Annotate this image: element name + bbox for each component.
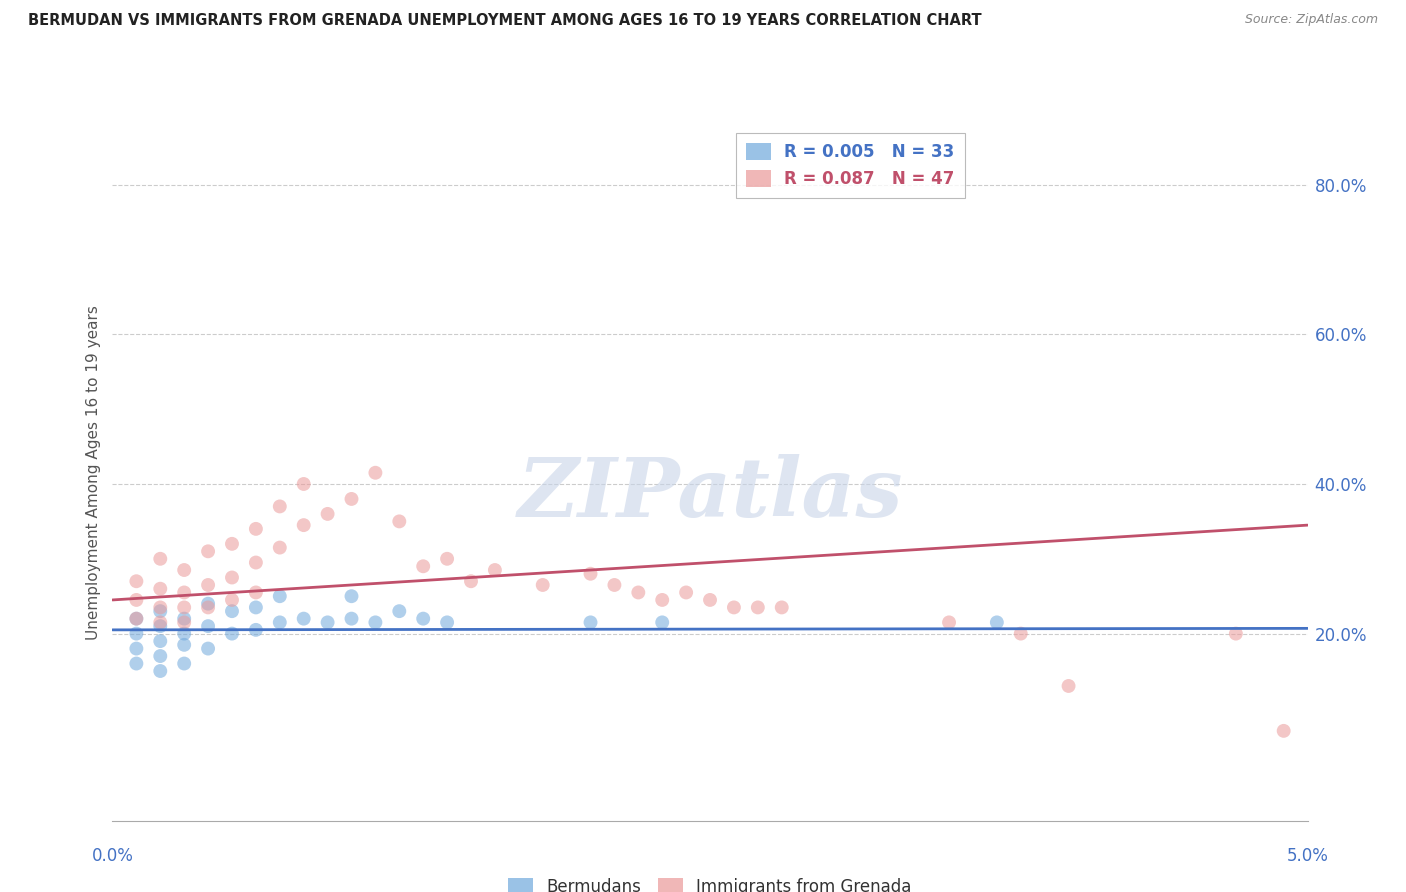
Point [292,612,315,626]
Point [1057,679,1080,693]
Point [269,615,291,630]
Point [173,657,195,671]
Point [221,604,243,618]
Point [125,657,148,671]
Point [125,574,148,589]
Point [269,541,291,555]
Point [699,593,721,607]
Point [149,551,172,566]
Point [173,563,195,577]
Point [221,593,243,607]
Point [173,600,195,615]
Point [173,612,195,626]
Point [531,578,554,592]
Point [747,600,769,615]
Point [603,578,626,592]
Point [173,626,195,640]
Point [1225,626,1247,640]
Point [316,507,339,521]
Point [197,600,219,615]
Point [149,648,172,663]
Point [579,615,602,630]
Point [651,593,673,607]
Point [388,604,411,618]
Point [173,615,195,630]
Point [245,556,267,570]
Point [149,582,172,596]
Point [436,615,458,630]
Text: Source: ZipAtlas.com: Source: ZipAtlas.com [1244,13,1378,27]
Point [197,578,219,592]
Point [173,585,195,599]
Point [197,641,219,656]
Point [364,615,387,630]
Point [484,563,506,577]
Point [125,626,148,640]
Text: ZIPatlas: ZIPatlas [517,454,903,533]
Point [292,518,315,533]
Point [340,589,363,603]
Point [245,600,267,615]
Point [197,597,219,611]
Point [292,477,315,491]
Point [412,612,434,626]
Point [245,623,267,637]
Point [340,612,363,626]
Point [245,585,267,599]
Text: 0.0%: 0.0% [91,847,134,865]
Point [412,559,434,574]
Point [723,600,745,615]
Point [675,585,697,599]
Point [173,638,195,652]
Point [269,500,291,514]
Point [125,612,148,626]
Y-axis label: Unemployment Among Ages 16 to 19 years: Unemployment Among Ages 16 to 19 years [86,305,101,640]
Text: BERMUDAN VS IMMIGRANTS FROM GRENADA UNEMPLOYMENT AMONG AGES 16 TO 19 YEARS CORRE: BERMUDAN VS IMMIGRANTS FROM GRENADA UNEM… [28,13,981,29]
Point [149,615,172,630]
Point [316,615,339,630]
Point [197,619,219,633]
Point [269,589,291,603]
Point [221,570,243,584]
Point [579,566,602,581]
Point [245,522,267,536]
Point [125,612,148,626]
Point [770,600,793,615]
Legend: Bermudans, Immigrants from Grenada: Bermudans, Immigrants from Grenada [502,871,918,892]
Point [388,515,411,529]
Point [221,537,243,551]
Point [364,466,387,480]
Point [986,615,1008,630]
Point [197,544,219,558]
Point [460,574,482,589]
Point [1272,723,1295,738]
Point [149,619,172,633]
Point [221,626,243,640]
Point [149,600,172,615]
Point [436,551,458,566]
Point [125,641,148,656]
Point [1010,626,1032,640]
Text: 5.0%: 5.0% [1286,847,1329,865]
Point [651,615,673,630]
Point [149,664,172,678]
Point [125,593,148,607]
Point [149,634,172,648]
Point [149,604,172,618]
Point [340,491,363,506]
Point [938,615,960,630]
Point [627,585,650,599]
